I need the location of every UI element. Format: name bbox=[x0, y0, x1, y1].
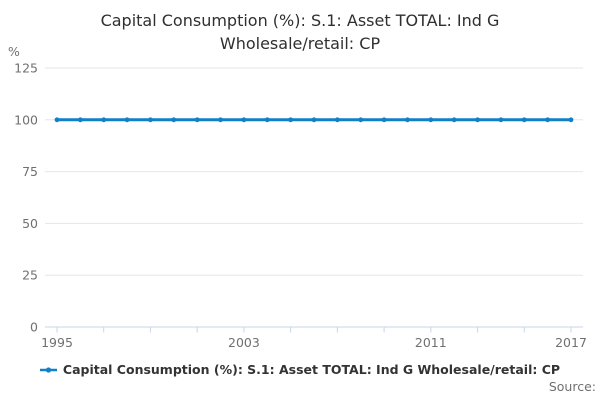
data-point-marker[interactable] bbox=[124, 117, 130, 123]
data-point-marker[interactable] bbox=[428, 117, 434, 123]
x-tick-label: 1995 bbox=[41, 335, 73, 350]
data-point-marker[interactable] bbox=[194, 117, 200, 123]
y-tick-label: 75 bbox=[22, 164, 38, 179]
data-point-marker[interactable] bbox=[54, 117, 60, 123]
data-point-marker[interactable] bbox=[218, 117, 223, 123]
legend-line-marker-icon bbox=[39, 366, 57, 373]
data-point-marker[interactable] bbox=[288, 117, 294, 123]
data-point-marker[interactable] bbox=[241, 117, 247, 123]
x-tick-label: 2003 bbox=[228, 335, 260, 350]
y-tick-label: 25 bbox=[22, 268, 38, 283]
data-point-marker[interactable] bbox=[545, 117, 551, 123]
data-point-marker[interactable] bbox=[498, 117, 504, 123]
data-point-marker[interactable] bbox=[475, 117, 480, 123]
data-point-marker[interactable] bbox=[381, 117, 387, 123]
y-tick-label: 100 bbox=[14, 112, 38, 127]
data-point-marker[interactable] bbox=[171, 117, 177, 123]
y-tick-label: 0 bbox=[30, 320, 38, 335]
data-point-marker[interactable] bbox=[77, 117, 83, 123]
data-point-marker[interactable] bbox=[568, 117, 574, 123]
source-label: Source: bbox=[548, 379, 596, 394]
data-point-marker[interactable] bbox=[264, 117, 270, 123]
legend-label: Capital Consumption (%): S.1: Asset TOTA… bbox=[62, 362, 561, 377]
data-point-marker[interactable] bbox=[521, 117, 527, 123]
y-axis-unit-label: % bbox=[8, 44, 20, 59]
x-tick-label: 2017 bbox=[555, 335, 587, 350]
data-point-marker[interactable] bbox=[311, 117, 317, 123]
legend-item[interactable]: Capital Consumption (%): S.1: Asset TOTA… bbox=[0, 362, 600, 377]
y-tick-label: 125 bbox=[14, 61, 38, 76]
data-point-marker[interactable] bbox=[101, 117, 107, 123]
data-point-marker[interactable] bbox=[451, 117, 457, 123]
data-point-marker[interactable] bbox=[148, 117, 153, 123]
chart-title: Capital Consumption (%): S.1: Asset TOTA… bbox=[100, 11, 500, 53]
data-point-marker[interactable] bbox=[405, 117, 410, 123]
data-point-marker[interactable] bbox=[358, 117, 364, 123]
x-tick-label: 2011 bbox=[415, 335, 447, 350]
y-tick-label: 50 bbox=[22, 216, 38, 231]
data-point-marker[interactable] bbox=[334, 117, 340, 123]
